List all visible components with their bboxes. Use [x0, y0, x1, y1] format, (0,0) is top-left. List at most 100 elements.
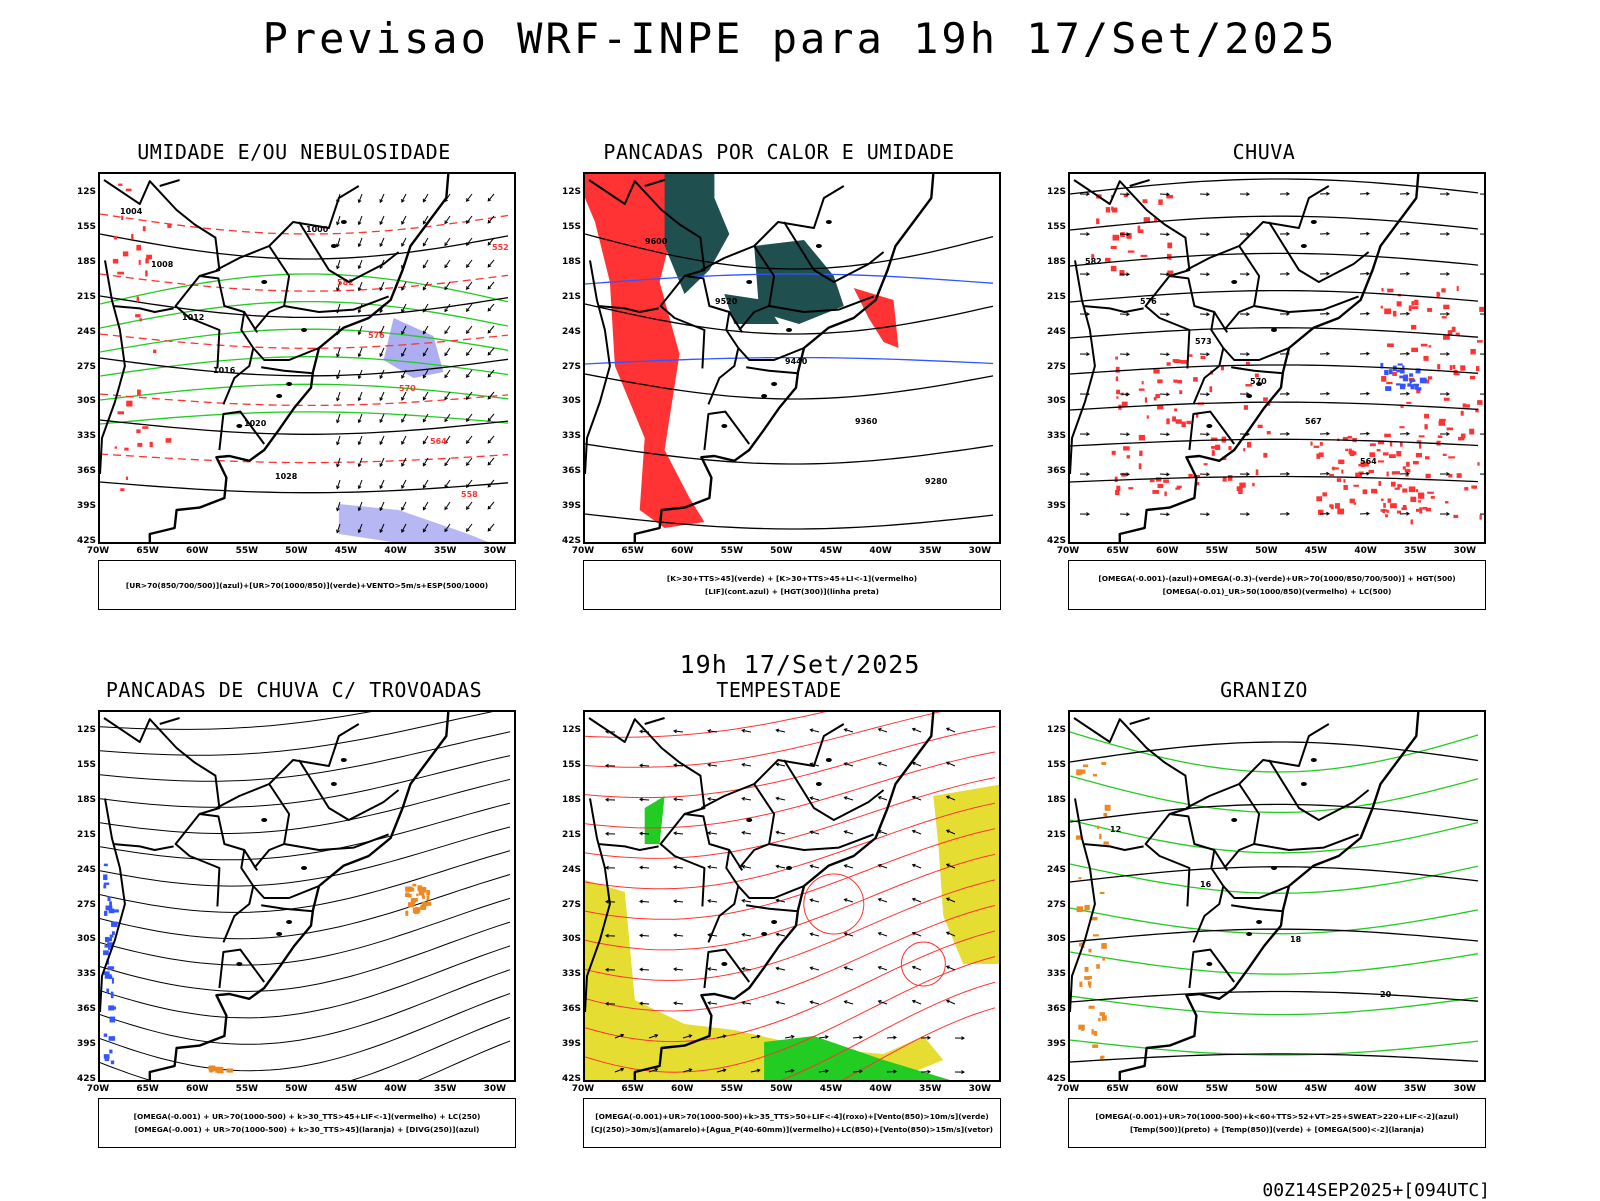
- contour-label: 12: [1110, 825, 1121, 834]
- lat-tick-label: 12S: [1034, 725, 1066, 735]
- contour-label: 9440: [785, 357, 808, 366]
- lat-tick-label: 18S: [549, 257, 581, 267]
- lon-tick-label: 55W: [712, 1084, 752, 1094]
- lon-tick-label: 65W: [128, 546, 168, 556]
- lat-tick-label: 15S: [1034, 222, 1066, 232]
- main-title: Previsao WRF-INPE para 19h 17/Set/2025: [0, 14, 1600, 63]
- lon-tick-label: 35W: [425, 1084, 465, 1094]
- lat-tick-label: 12S: [64, 187, 96, 197]
- lon-tick-label: 60W: [1147, 546, 1187, 556]
- lon-tick-label: 40W: [861, 1084, 901, 1094]
- lon-tick-label: 55W: [1197, 1084, 1237, 1094]
- precip-cells: [1091, 194, 1173, 276]
- panel-title: UMIDADE E/OU NEBULOSIDADE: [54, 140, 534, 164]
- lat-tick-label: 33S: [64, 431, 96, 441]
- humidity-contours: [100, 274, 508, 424]
- map-canvas: 1004100810121016102010281000582576570564…: [100, 174, 516, 544]
- lon-tick-label: 65W: [613, 546, 653, 556]
- contour-label: 1016: [213, 366, 236, 375]
- map-frame: [583, 710, 1001, 1082]
- panel-legend: [OMEGA(-0.001) + UR>70(1000-500) + k>30_…: [98, 1098, 516, 1148]
- lat-tick-label: 12S: [549, 187, 581, 197]
- lon-tick-label: 70W: [1048, 1084, 1088, 1094]
- lon-tick-label: 30W: [960, 1084, 1000, 1094]
- lat-tick-label: 15S: [64, 222, 96, 232]
- lat-tick-label: 27S: [64, 362, 96, 372]
- lon-tick-label: 35W: [1395, 1084, 1435, 1094]
- panel-legend: [UR>70(850/700/500)](azul)+[UR>70(1000/8…: [98, 560, 516, 610]
- lat-tick-label: 30S: [549, 934, 581, 944]
- lon-tick-label: 55W: [712, 546, 752, 556]
- lon-tick-label: 45W: [1296, 546, 1336, 556]
- temp850-contours: [1070, 732, 1478, 1055]
- lat-tick-label: 39S: [1034, 501, 1066, 511]
- lat-tick-label: 42S: [64, 1074, 96, 1084]
- lon-tick-label: 55W: [227, 1084, 267, 1094]
- lat-tick-label: 42S: [1034, 1074, 1066, 1084]
- lat-tick-label: 42S: [1034, 536, 1066, 546]
- lat-tick-label: 18S: [64, 795, 96, 805]
- lat-tick-label: 36S: [549, 1004, 581, 1014]
- precip-cells: [405, 884, 431, 916]
- lat-tick-label: 33S: [1034, 431, 1066, 441]
- contour-label: 567: [1305, 417, 1322, 426]
- lon-tick-label: 30W: [1445, 546, 1485, 556]
- map-frame: [98, 710, 516, 1082]
- panel-title: PANCADAS DE CHUVA C/ TROVOADAS: [54, 678, 534, 702]
- lon-tick-label: 35W: [910, 546, 950, 556]
- contour-label: 573: [1195, 337, 1212, 346]
- lon-tick-label: 60W: [662, 546, 702, 556]
- lon-tick-label: 45W: [326, 1084, 366, 1094]
- lat-tick-label: 30S: [64, 934, 96, 944]
- lat-tick-label: 24S: [1034, 865, 1066, 875]
- lat-tick-label: 39S: [64, 1039, 96, 1049]
- lat-tick-label: 18S: [1034, 795, 1066, 805]
- lon-tick-label: 70W: [563, 546, 603, 556]
- contour-label: 9520: [715, 297, 738, 306]
- lon-tick-label: 50W: [1246, 546, 1286, 556]
- lat-tick-label: 18S: [1034, 257, 1066, 267]
- lat-tick-label: 24S: [64, 865, 96, 875]
- lon-tick-label: 40W: [1346, 1084, 1386, 1094]
- lat-tick-label: 21S: [1034, 830, 1066, 840]
- lat-tick-label: 33S: [64, 969, 96, 979]
- precip-cells: [1310, 435, 1433, 515]
- lat-tick-label: 18S: [64, 257, 96, 267]
- contour-label: 9280: [925, 477, 948, 486]
- lon-tick-label: 30W: [475, 546, 515, 556]
- lon-tick-label: 50W: [276, 546, 316, 556]
- run-info: 00Z14SEP2025+[094UTC]: [1262, 1180, 1490, 1201]
- lat-tick-label: 21S: [64, 292, 96, 302]
- legend-line: [OMEGA(-0.001) + UR>70(1000-500) + k>30_…: [135, 1123, 480, 1136]
- legend-line: [UR>70(850/700/500)](azul)+[UR>70(1000/8…: [126, 579, 488, 592]
- contour-label: 558: [461, 490, 478, 499]
- lat-tick-label: 24S: [64, 327, 96, 337]
- lat-tick-label: 30S: [549, 396, 581, 406]
- lat-tick-label: 15S: [549, 760, 581, 770]
- streamlines: [100, 712, 510, 1082]
- contour-label: 1004: [120, 207, 143, 216]
- panel-title: CHUVA: [1024, 140, 1504, 164]
- lat-tick-label: 15S: [64, 760, 96, 770]
- contour-label: 564: [430, 437, 447, 446]
- lon-tick-label: 65W: [1098, 546, 1138, 556]
- panel-legend: [OMEGA(-0.001)+UR>70(1000-500)+k<60+TTS>…: [1068, 1098, 1486, 1148]
- legend-line: [Temp(500)](preto) + [Temp(850)](verde) …: [1130, 1123, 1424, 1136]
- lat-tick-label: 18S: [549, 795, 581, 805]
- lat-tick-label: 12S: [1034, 187, 1066, 197]
- legend-line: [OMEGA(-0.001)+UR>70(1000-500)+k>35_TTS>…: [595, 1110, 989, 1123]
- legend-line: [CJ(250)>30m/s](amarelo)+[Agua_P(40-60mm…: [591, 1123, 993, 1136]
- lat-tick-label: 12S: [64, 725, 96, 735]
- lat-tick-label: 27S: [549, 362, 581, 372]
- lat-tick-label: 15S: [549, 222, 581, 232]
- lon-tick-label: 70W: [78, 1084, 118, 1094]
- contour-label: 18: [1290, 935, 1302, 944]
- legend-line: [LIF](cont.azul) + [HGT(300)](linha pret…: [705, 585, 879, 598]
- contour-label: 16: [1200, 880, 1212, 889]
- lon-tick-label: 45W: [811, 1084, 851, 1094]
- legend-line: [OMEGA(-0.001)+UR>70(1000-500)+k<60+TTS>…: [1095, 1110, 1458, 1123]
- lat-tick-label: 33S: [549, 969, 581, 979]
